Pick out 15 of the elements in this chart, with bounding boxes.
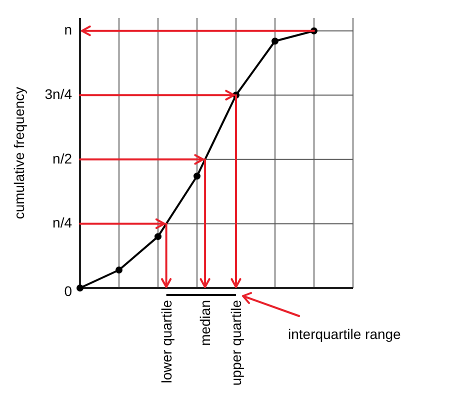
text: 0 <box>64 282 72 299</box>
text: lower quartile <box>158 300 174 384</box>
text: upper quartile <box>228 300 244 386</box>
point <box>272 38 278 45</box>
ref-line-label: n/2 <box>52 150 72 166</box>
point <box>194 172 200 180</box>
point <box>154 233 162 240</box>
text: median <box>197 300 214 346</box>
text: interquartile range <box>288 326 402 342</box>
point <box>76 284 84 292</box>
point <box>116 266 122 274</box>
ref-line-label: 3n/4 <box>44 86 72 102</box>
ref-line-label: n/4 <box>52 214 72 231</box>
ref-line-label: n <box>64 22 72 38</box>
y-axis-title: cumulative frequency <box>10 86 27 220</box>
